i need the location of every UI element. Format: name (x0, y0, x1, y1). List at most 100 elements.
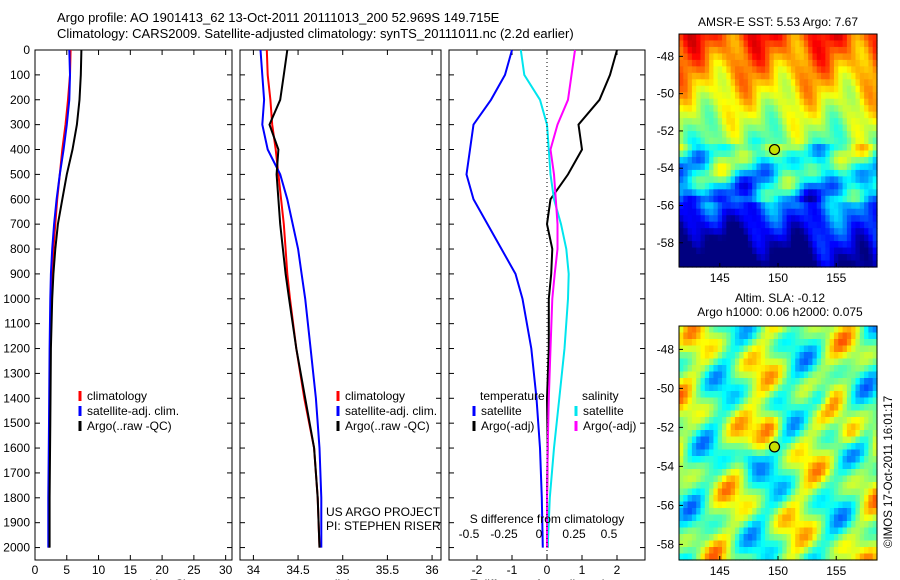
heatmap-cell (864, 98, 869, 106)
heatmap-cell (782, 189, 788, 197)
heatmap-cell (691, 98, 697, 106)
heatmap-cell (816, 332, 822, 340)
heatmap-cell (765, 462, 770, 470)
heatmap-cell (864, 514, 869, 522)
heatmap-cell (713, 326, 719, 334)
heatmap-cell (808, 430, 814, 438)
heatmap-cell (829, 72, 835, 80)
heatmap-cell (790, 254, 796, 262)
heatmap-cell (730, 98, 736, 106)
heatmap-cell (722, 456, 727, 464)
heatmap-cell (782, 40, 788, 48)
heatmap-cell (838, 189, 844, 197)
heatmap-cell (765, 332, 770, 340)
heatmap-cell (756, 241, 762, 249)
heatmap-cell (778, 436, 783, 444)
heatmap-cell (769, 378, 775, 386)
heatmap-cell (752, 254, 758, 262)
heatmap-cell (816, 339, 822, 347)
heatmap-cell (717, 469, 723, 477)
heatmap-cell (700, 176, 706, 184)
heatmap-cell (838, 247, 844, 255)
heatmap-cell (799, 436, 805, 444)
heatmap-cell (717, 131, 723, 139)
heatmap-cell (846, 241, 852, 249)
heatmap-cell (855, 46, 861, 55)
heatmap-cell (795, 488, 801, 496)
heatmap-cell (679, 53, 684, 61)
heatmap-cell (752, 378, 758, 386)
heatmap-cell (778, 501, 783, 509)
heatmap-cell (842, 228, 848, 236)
heatmap-cell (765, 553, 770, 561)
heatmap-cell (825, 339, 831, 347)
heatmap-cell (747, 521, 753, 529)
heatmap-cell (803, 358, 809, 366)
heatmap-cell (765, 59, 770, 67)
heatmap-cell (851, 326, 857, 334)
heatmap-cell (700, 508, 706, 516)
heatmap-cell (709, 137, 715, 145)
heatmap-cell (842, 417, 848, 425)
heatmap-cell (752, 430, 758, 438)
heatmap-cell (683, 221, 689, 229)
heatmap-cell (726, 527, 732, 535)
heatmap-cell (859, 247, 865, 255)
heatmap-cell (795, 260, 801, 268)
heatmap-cell (864, 234, 869, 242)
heatmap-cell (713, 495, 719, 503)
heatmap-cell (679, 111, 684, 119)
heatmap-cell (743, 540, 749, 548)
heatmap-cell (743, 521, 749, 529)
heatmap-cell (803, 260, 809, 268)
heatmap-cell (859, 215, 865, 223)
heatmap-cell (691, 189, 697, 197)
heatmap-cell (864, 34, 869, 42)
heatmap-cell (726, 131, 732, 139)
heatmap-cell (769, 417, 775, 425)
heatmap-cell (760, 358, 766, 366)
heatmap-cell (683, 156, 689, 165)
heatmap-cell (803, 53, 809, 61)
heatmap-cell (808, 176, 814, 184)
heatmap-cell (855, 352, 861, 360)
heatmap-cell (808, 495, 814, 503)
y-tick-label: -56 (657, 198, 675, 212)
heatmap-cell (778, 111, 783, 119)
heatmap-cell (734, 221, 740, 229)
heatmap-cell (799, 384, 805, 392)
heatmap-cell (790, 92, 796, 100)
heatmap-cell (717, 332, 723, 340)
heatmap-cell (859, 378, 865, 386)
heatmap-cell (829, 182, 835, 190)
heatmap-cell (756, 475, 762, 483)
heatmap-cell (722, 111, 727, 119)
heatmap-cell (808, 462, 814, 470)
heatmap-cell (769, 260, 775, 268)
heatmap-cell (864, 156, 869, 165)
heatmap-cell (760, 208, 766, 216)
heatmap-cell (868, 195, 874, 203)
heatmap-cell (829, 202, 835, 210)
heatmap-cell (821, 111, 826, 119)
heatmap-cell (782, 169, 788, 177)
heatmap-cell (816, 156, 822, 165)
heatmap-cell (700, 462, 706, 470)
heatmap-cell (679, 397, 684, 405)
heatmap-cell (726, 410, 732, 418)
heatmap-cell (846, 443, 852, 451)
heatmap-cell (687, 40, 693, 48)
heatmap-cell (773, 521, 779, 529)
heatmap-cell (734, 436, 740, 444)
heatmap-cell (756, 72, 762, 80)
heatmap-cell (730, 482, 736, 490)
heatmap-cell (812, 195, 818, 203)
heatmap-cell (704, 521, 710, 529)
heatmap-cell (743, 79, 749, 87)
heatmap-cell (851, 371, 857, 379)
heatmap-cell (765, 131, 770, 139)
heatmap-cell (734, 449, 740, 457)
heatmap-cell (773, 92, 779, 100)
heatmap-cell (872, 482, 878, 490)
heatmap-cell (696, 332, 702, 340)
